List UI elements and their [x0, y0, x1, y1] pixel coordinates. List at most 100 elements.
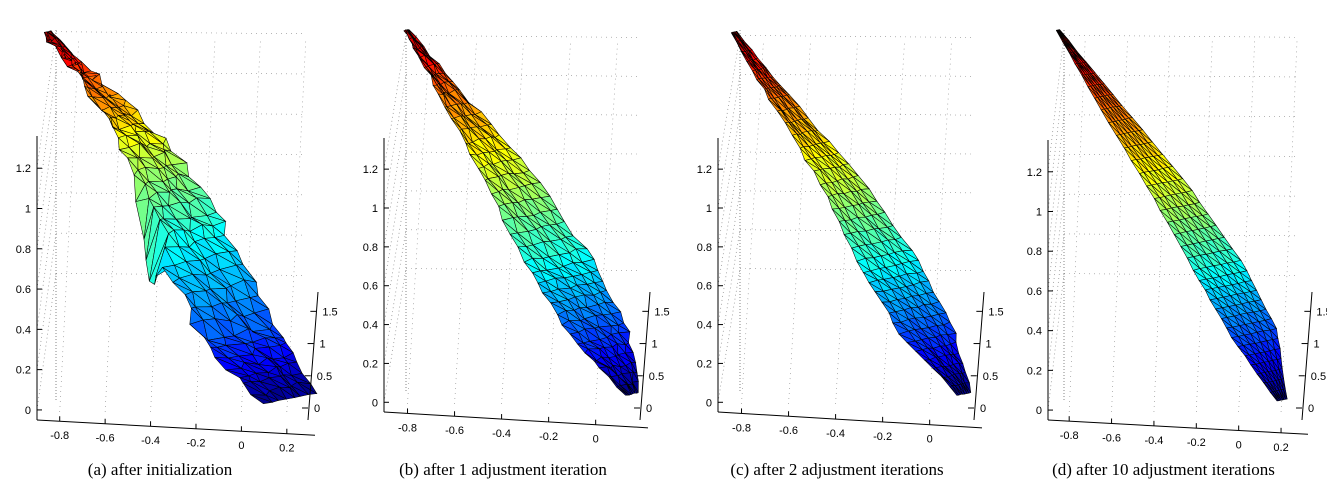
y-axis-line	[1301, 291, 1313, 421]
grid-line	[1068, 39, 1086, 413]
z-tick-label: 0.4	[1027, 326, 1042, 338]
grid-line	[36, 192, 57, 330]
grid-line	[407, 39, 430, 405]
mesh-surface	[43, 30, 318, 404]
z-tick-label: 0	[1036, 405, 1042, 417]
z-tick-label: 0.2	[16, 365, 31, 377]
grid-line	[741, 39, 764, 405]
grid-line	[1280, 39, 1298, 413]
x-axis-line	[1047, 419, 1309, 435]
grid-line	[55, 111, 306, 115]
z-tick-label: 0.8	[16, 244, 31, 256]
z-tick-label: 0.6	[16, 284, 31, 296]
grid-line	[739, 112, 973, 116]
x-tick-label: -0.2	[539, 431, 558, 443]
x-tick-label: -0.6	[96, 433, 115, 445]
grid-line	[1063, 273, 1299, 276]
grid-line	[55, 31, 306, 35]
y-tick-label: 1.5	[988, 306, 1003, 318]
z-tick-label: 0.2	[697, 358, 712, 370]
grid-line	[36, 112, 57, 249]
mesh-triangle	[297, 381, 318, 395]
mesh-triangle	[626, 384, 634, 395]
mesh-triangle	[269, 390, 288, 401]
x-tick-label: -0.8	[50, 430, 69, 442]
grid-line	[739, 74, 973, 77]
z-tick-label: 0.2	[363, 358, 378, 370]
grid-line	[717, 74, 741, 209]
z-tick-label: 0.4	[16, 324, 31, 336]
y-tick-label: 0	[314, 403, 320, 415]
x-tick-label: -0.2	[186, 438, 205, 450]
z-tick-label: 0	[706, 397, 712, 409]
y-tick-label: 1.5	[1316, 306, 1327, 318]
z-tick-label: 1	[706, 203, 712, 215]
z-tick-label: 0.4	[363, 320, 378, 332]
surface-plot-d: 0 0.2 0.4 0.6 0.8 1 1.2 -0.8 -0.6 -0.4 -0.2 0 0.2 0 0.…	[1027, 29, 1327, 454]
mesh-triangle	[250, 394, 273, 404]
grid-line	[717, 229, 741, 364]
grid-lines	[36, 30, 307, 413]
grid-line	[405, 151, 639, 155]
mesh-surface	[403, 29, 639, 396]
y-tick-label: 1	[986, 339, 992, 351]
caption-c: (c) after 2 adjustment iterations	[730, 460, 944, 479]
grid-line	[739, 268, 973, 271]
z-tick-label: 1.2	[16, 163, 31, 175]
z-tick-label: 1	[372, 203, 378, 215]
caption-b: (b) after 1 adjustment iteration	[399, 460, 607, 479]
mesh-triangle	[964, 382, 972, 394]
x-tick-label: -0.8	[1060, 430, 1079, 442]
y-tick-label: 0	[1308, 403, 1314, 415]
mesh-triangle	[631, 382, 639, 394]
subplot-c: 0 0.2 0.4 0.6 0.8 1 1.2 -0.8 -0.6 -0.4 -0.2 0 0 0.5 1 1…	[672, 0, 1004, 487]
z-tick-label: 1.2	[363, 164, 378, 176]
grid-line	[1047, 35, 1065, 172]
z-tick-label: 0.6	[697, 281, 712, 293]
grid-line	[55, 152, 306, 155]
z-tick-label: 1	[1036, 207, 1042, 219]
grid-line	[717, 113, 741, 247]
z-tick-label: 0	[25, 405, 31, 417]
grid-line	[1196, 39, 1213, 413]
x-tick-label: -0.4	[492, 428, 511, 440]
grid-line	[36, 31, 57, 169]
x-tick-label: 0.2	[279, 443, 294, 455]
mesh-triangle	[1276, 390, 1284, 401]
grid-line	[454, 39, 477, 405]
x-tick-label: -0.6	[779, 425, 798, 437]
surface-plot-a: 0 0.2 0.4 0.6 0.8 1 1.2 -0.8 -0.6 -0.4 -0.2 0 0.2 0 0.…	[16, 30, 338, 455]
y-tick-label: 1.5	[654, 306, 669, 318]
x-tick-label: -0.8	[398, 422, 417, 434]
mesh-triangle	[1274, 391, 1282, 401]
x-tick-label: 0.2	[1273, 442, 1288, 454]
grid-line	[383, 113, 407, 247]
grid-line	[739, 35, 973, 38]
subplot-a: 0 0.2 0.4 0.6 0.8 1 1.2 -0.8 -0.6 -0.4 -0.2 0 0.2 0 0.…	[0, 0, 338, 487]
grid-line	[717, 268, 741, 403]
z-tick-label: 0.8	[363, 242, 378, 254]
grid-line	[1047, 194, 1065, 331]
x-tick-label: -0.4	[826, 428, 845, 440]
grid-lines	[1047, 30, 1299, 413]
grid-line	[1063, 193, 1299, 197]
mesh-triangle	[289, 387, 302, 398]
x-tick-label: 0	[593, 434, 599, 446]
grid-line	[405, 35, 639, 38]
grid-line	[36, 233, 57, 370]
x-tick-label: 0	[238, 440, 244, 452]
grid-line	[405, 112, 639, 116]
grid-line	[36, 152, 57, 290]
x-axis-line	[36, 419, 316, 436]
y-tick-label: 1	[1314, 339, 1320, 351]
z-tick-label: 0.4	[697, 320, 712, 332]
z-tick-label: 1.2	[697, 164, 712, 176]
grid-line	[1153, 39, 1171, 413]
grid-line	[1063, 154, 1299, 157]
grid-line	[835, 39, 858, 405]
z-tick-label: 0.2	[1027, 365, 1042, 377]
grid-line	[195, 39, 216, 413]
grid-line	[501, 39, 524, 405]
y-tick-label: 0	[646, 403, 652, 415]
mesh-triangle	[1280, 389, 1286, 400]
